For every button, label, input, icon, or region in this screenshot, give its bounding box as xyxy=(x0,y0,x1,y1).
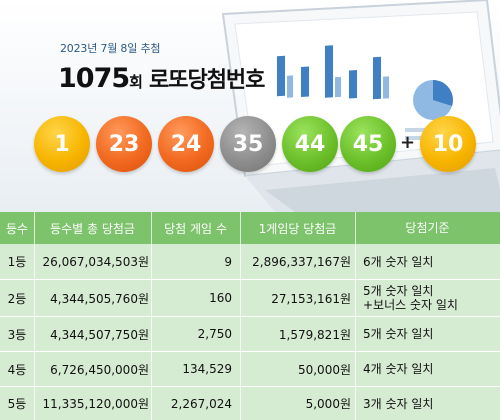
column-divider xyxy=(34,212,35,420)
criteria-cell: 4개 숫자 일치 xyxy=(363,362,434,376)
total-cell: 6,726,450,000원 xyxy=(50,362,149,377)
column-header-games: 당첨 게임 수 xyxy=(164,221,227,236)
games-cell: 2,750 xyxy=(197,327,232,341)
criteria-line: 5개 숫자 일치 xyxy=(363,284,434,298)
title-text: 로또당첨번호 xyxy=(148,68,265,93)
bonus-ball: 10 xyxy=(420,116,476,172)
games-cell: 160 xyxy=(209,291,232,305)
number-ball: 45 xyxy=(340,116,396,172)
rank-cell: 4등 xyxy=(7,362,27,377)
row-divider xyxy=(0,279,500,280)
column-header-rank: 등수 xyxy=(5,221,29,236)
number-ball: 44 xyxy=(282,116,338,172)
total-cell: 4,344,507,750원 xyxy=(50,327,149,342)
table-row: 3등 4,344,507,750원 2,750 1,579,821원 5개 숫자… xyxy=(0,317,500,351)
hero-banner: 2023년 7월 8일 추첨 1075회 로또당첨번호 1 23 24 35 44… xyxy=(0,0,500,212)
column-divider xyxy=(240,212,241,420)
draw-date: 2023년 7월 8일 추첨 xyxy=(60,42,161,55)
laptop-chart-illustration xyxy=(221,0,500,212)
criteria-line: +보너스 숫자 일치 xyxy=(363,298,458,312)
criteria-cell: 3개 숫자 일치 xyxy=(363,396,434,411)
per-game-cell: 50,000원 xyxy=(297,362,351,377)
row-divider xyxy=(0,316,500,317)
prize-table: 등수 등수별 총 당첨금 당첨 게임 수 1게임당 당첨금 당첨기준 1등 26… xyxy=(0,212,500,420)
number-ball: 24 xyxy=(158,116,214,172)
plus-sign: + xyxy=(400,132,416,153)
number-ball: 23 xyxy=(96,116,152,172)
column-header-per-game: 1게임당 당첨금 xyxy=(258,221,337,236)
criteria-cell: 6개 숫자 일치 xyxy=(363,254,434,269)
row-divider xyxy=(0,351,500,352)
table-row: 5등 11,335,120,000원 2,267,024 5,000원 3개 숫… xyxy=(0,387,500,420)
games-cell: 9 xyxy=(224,254,232,269)
number-ball: 35 xyxy=(220,116,276,172)
number-ball: 1 xyxy=(34,116,90,172)
rank-cell: 2등 xyxy=(7,291,27,306)
total-cell: 11,335,120,000원 xyxy=(42,397,149,411)
table-row: 4등 6,726,450,000원 134,529 50,000원 4개 숫자 … xyxy=(0,352,500,386)
games-cell: 2,267,024 xyxy=(170,396,232,411)
row-divider xyxy=(0,386,500,387)
column-header-total: 등수별 총 당첨금 xyxy=(50,221,135,236)
table-row: 1등 26,067,034,503원 9 2,896,337,167원 6개 숫… xyxy=(0,244,500,279)
rank-cell: 1등 xyxy=(7,255,27,269)
column-header-criteria: 당첨기준 xyxy=(405,221,450,235)
per-game-cell: 27,153,161원 xyxy=(271,291,351,306)
column-divider xyxy=(355,212,356,420)
winning-numbers: 1 23 24 35 44 45 + 10 xyxy=(0,116,500,176)
criteria-cell: 5개 숫자 일치 +보너스 숫자 일치 xyxy=(355,280,500,316)
page-title: 1075회 로또당첨번호 xyxy=(58,62,265,94)
per-game-cell: 5,000원 xyxy=(305,397,351,411)
table-row: 2등 4,344,505,760원 160 27,153,161원 5개 숫자 … xyxy=(0,280,500,316)
games-cell: 134,529 xyxy=(182,362,232,376)
per-game-cell: 2,896,337,167원 xyxy=(252,255,351,269)
total-cell: 26,067,034,503원 xyxy=(42,255,149,269)
per-game-cell: 1,579,821원 xyxy=(278,327,351,342)
criteria-cell: 5개 숫자 일치 xyxy=(363,327,434,341)
rank-cell: 3등 xyxy=(7,327,27,342)
rank-cell: 5등 xyxy=(7,397,27,411)
table-header: 등수 등수별 총 당첨금 당첨 게임 수 1게임당 당첨금 당첨기준 xyxy=(0,212,500,244)
column-divider xyxy=(151,212,152,420)
round-number: 1075 xyxy=(58,63,130,94)
round-suffix: 회 xyxy=(129,73,143,91)
total-cell: 4,344,505,760원 xyxy=(50,291,149,306)
